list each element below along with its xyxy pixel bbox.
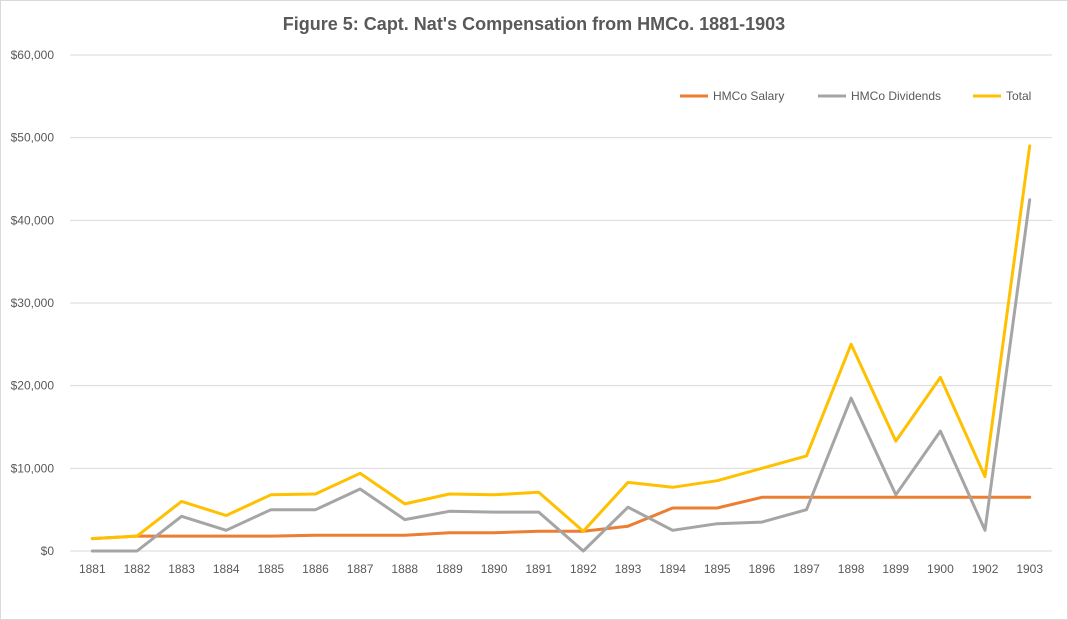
y-tick-label: $20,000	[11, 379, 55, 393]
x-tick-label: 1899	[882, 562, 909, 576]
x-tick-label: 1892	[570, 562, 597, 576]
x-tick-label: 1882	[124, 562, 151, 576]
y-tick-label: $50,000	[11, 131, 55, 145]
y-tick-label: $30,000	[11, 296, 55, 310]
x-tick-label: 1903	[1016, 562, 1043, 576]
legend-label-total: Total	[1006, 89, 1031, 103]
x-tick-label: 1888	[391, 562, 418, 576]
x-tick-label: 1881	[79, 562, 106, 576]
series-lines	[90, 144, 1032, 553]
chart-title: Figure 5: Capt. Nat's Compensation from …	[282, 14, 786, 34]
y-tick-label: $10,000	[11, 461, 55, 475]
x-tick-label: 1890	[481, 562, 508, 576]
x-tick-label: 1883	[168, 562, 195, 576]
x-tick-label: 1885	[258, 562, 285, 576]
y-tick-label: $60,000	[11, 48, 55, 62]
legend-label-hmco-salary: HMCo Salary	[713, 89, 784, 103]
x-tick-label: 1895	[704, 562, 731, 576]
x-tick-label: 1886	[302, 562, 329, 576]
series-line-hmco-dividends	[90, 198, 1032, 553]
x-tick-label: 1897	[793, 562, 820, 576]
x-tick-label: 1902	[972, 562, 999, 576]
x-tick-label: 1889	[436, 562, 463, 576]
y-axis-ticks: $0 $10,000 $20,000 $30,000 $40,000 $50,000 $60…	[11, 48, 55, 558]
x-tick-label: 1896	[749, 562, 776, 576]
gridlines	[70, 54, 1052, 552]
y-tick-label: $40,000	[11, 213, 55, 227]
x-axis-ticks: 1881 1882 1883 1884 1885 1886 1887 1888 1889 1890…	[79, 562, 1043, 576]
x-tick-label: 1893	[615, 562, 642, 576]
x-tick-label: 1898	[838, 562, 865, 576]
legend: HMCo Salary HMCo Dividends Total	[680, 89, 1031, 103]
x-tick-label: 1894	[659, 562, 686, 576]
series-line-total	[90, 144, 1032, 541]
legend-label-hmco-dividends: HMCo Dividends	[851, 89, 941, 103]
x-tick-label: 1891	[525, 562, 552, 576]
x-tick-label: 1887	[347, 562, 374, 576]
x-tick-label: 1884	[213, 562, 240, 576]
y-tick-label: $0	[41, 544, 55, 558]
x-tick-label: 1900	[927, 562, 954, 576]
